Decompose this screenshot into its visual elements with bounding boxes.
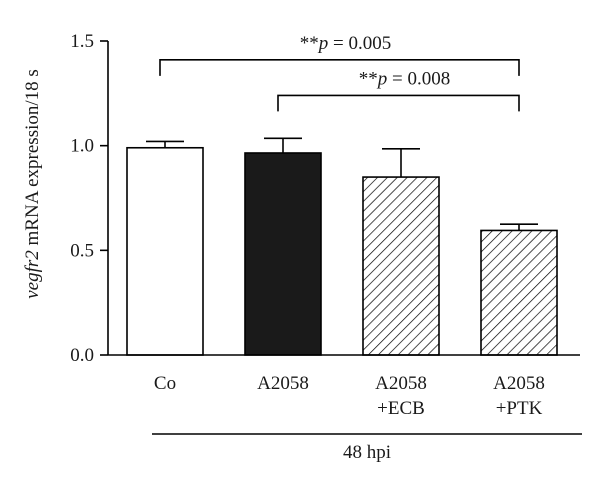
category-label-2-line-0: A2058	[375, 373, 427, 394]
significance-stars-0: **	[300, 33, 319, 54]
y-axis-label: vegfr2 mRNA expression/18 s	[22, 69, 43, 299]
bar-1	[244, 152, 322, 356]
significance-bracket-1	[277, 94, 520, 112]
significance-bracket-0	[159, 59, 520, 76]
y-axis-label-group: vegfr2 mRNA expression/18 s	[22, 69, 43, 299]
significance-annotations: **p = 0.005**p = 0.008	[159, 33, 520, 112]
bar-2	[362, 176, 440, 356]
error-bars	[146, 137, 538, 231]
significance-stars-1: **	[359, 68, 378, 89]
y-tick-label: 0.0	[70, 345, 94, 366]
bar-3	[480, 229, 558, 356]
significance-p-value-0: = 0.005	[328, 33, 391, 54]
y-tick-label: 1.0	[70, 136, 94, 157]
significance-label-0: **p = 0.005	[300, 33, 391, 54]
significance-p-symbol-1: p	[376, 68, 388, 89]
y-tick-label: 0.5	[70, 240, 94, 261]
bar-0	[126, 146, 204, 356]
significance-p-value-1: = 0.008	[387, 68, 450, 89]
y-tick-label: 1.5	[70, 31, 94, 52]
category-label-2-line-1: +ECB	[377, 398, 425, 419]
category-label-3-line-0: A2058	[493, 373, 545, 394]
x-axis: Co A2058 A2058 +ECB A2058 +PTK 48 hpi	[108, 354, 582, 463]
category-label-3-line-1: +PTK	[496, 398, 543, 419]
category-label-1-line-0: A2058	[257, 373, 309, 394]
y-axis-label-gene: vegfr2	[22, 250, 43, 299]
significance-p-symbol-0: p	[317, 33, 329, 54]
bars	[126, 146, 558, 356]
y-axis-label-units: mRNA expression/18 s	[22, 69, 43, 250]
significance-label-1: **p = 0.008	[359, 68, 450, 89]
group-label: 48 hpi	[343, 442, 391, 463]
category-label-0-line-0: Co	[154, 373, 176, 394]
y-axis: 0.0 0.5 1.0 1.5	[70, 31, 109, 366]
